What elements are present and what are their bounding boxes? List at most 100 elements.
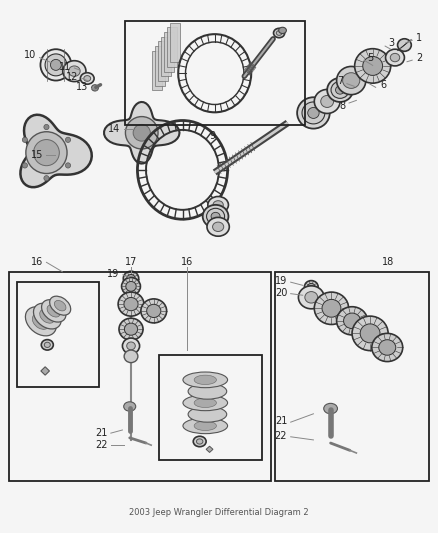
Ellipse shape	[127, 274, 135, 282]
Ellipse shape	[279, 27, 286, 34]
Ellipse shape	[183, 418, 228, 434]
Text: 19: 19	[275, 276, 287, 286]
Ellipse shape	[207, 217, 230, 236]
Polygon shape	[21, 115, 92, 187]
Ellipse shape	[50, 59, 61, 70]
Polygon shape	[152, 51, 162, 91]
Polygon shape	[41, 367, 49, 375]
Ellipse shape	[385, 49, 404, 66]
Ellipse shape	[398, 39, 411, 51]
Ellipse shape	[65, 137, 71, 142]
Text: 6: 6	[380, 80, 386, 90]
Ellipse shape	[54, 301, 66, 311]
Ellipse shape	[276, 31, 282, 35]
Polygon shape	[158, 42, 168, 81]
Ellipse shape	[207, 208, 225, 224]
Text: 21: 21	[95, 428, 107, 438]
Ellipse shape	[32, 313, 49, 329]
Text: 12: 12	[66, 72, 79, 83]
Ellipse shape	[133, 124, 150, 141]
Ellipse shape	[194, 398, 216, 408]
Ellipse shape	[125, 117, 158, 149]
Ellipse shape	[327, 78, 353, 102]
Ellipse shape	[126, 281, 136, 291]
Ellipse shape	[322, 300, 341, 317]
Text: 2003 Jeep Wrangler Differential Diagram 2: 2003 Jeep Wrangler Differential Diagram …	[129, 508, 309, 517]
Text: 17: 17	[125, 257, 137, 268]
Ellipse shape	[141, 299, 166, 323]
Bar	[17, 282, 99, 386]
Ellipse shape	[331, 82, 349, 99]
Ellipse shape	[203, 205, 229, 228]
Ellipse shape	[119, 318, 143, 340]
Text: 22: 22	[275, 431, 287, 441]
Ellipse shape	[44, 175, 49, 181]
Ellipse shape	[188, 384, 227, 399]
Ellipse shape	[307, 284, 315, 290]
Ellipse shape	[69, 66, 80, 76]
Text: 16: 16	[181, 257, 193, 268]
Ellipse shape	[336, 86, 345, 94]
Ellipse shape	[124, 350, 138, 362]
Bar	[9, 272, 271, 481]
Ellipse shape	[197, 439, 203, 444]
Text: 9: 9	[209, 131, 215, 141]
Ellipse shape	[124, 323, 138, 335]
Ellipse shape	[40, 309, 55, 323]
Ellipse shape	[213, 201, 223, 209]
Text: 2: 2	[417, 53, 423, 62]
Ellipse shape	[305, 292, 318, 303]
Ellipse shape	[183, 372, 228, 387]
Text: 3: 3	[389, 38, 395, 48]
Ellipse shape	[84, 76, 91, 82]
Ellipse shape	[122, 278, 141, 295]
Ellipse shape	[26, 132, 67, 174]
Ellipse shape	[308, 108, 319, 118]
Text: 18: 18	[382, 257, 395, 268]
Ellipse shape	[212, 222, 224, 231]
Text: 10: 10	[24, 50, 36, 60]
Ellipse shape	[193, 436, 206, 447]
Text: 16: 16	[31, 257, 43, 268]
Ellipse shape	[363, 56, 382, 75]
Text: 15: 15	[31, 150, 43, 160]
Text: 8: 8	[339, 101, 346, 111]
Ellipse shape	[44, 342, 50, 348]
Ellipse shape	[211, 212, 220, 220]
Ellipse shape	[208, 197, 229, 213]
Ellipse shape	[49, 296, 71, 315]
Text: 13: 13	[76, 82, 88, 92]
Text: 20: 20	[275, 288, 287, 297]
Ellipse shape	[33, 303, 61, 329]
Ellipse shape	[324, 403, 337, 414]
Ellipse shape	[42, 300, 66, 322]
Ellipse shape	[372, 333, 403, 361]
Bar	[275, 272, 429, 481]
Ellipse shape	[188, 407, 227, 422]
Text: 21: 21	[275, 416, 287, 426]
Ellipse shape	[337, 306, 367, 335]
Ellipse shape	[25, 307, 57, 336]
Text: 7: 7	[337, 76, 343, 86]
Ellipse shape	[314, 90, 340, 114]
Polygon shape	[161, 37, 171, 76]
Polygon shape	[155, 46, 165, 86]
Ellipse shape	[124, 297, 138, 311]
Text: 19: 19	[107, 269, 120, 279]
Ellipse shape	[355, 49, 391, 83]
Ellipse shape	[63, 61, 86, 82]
Ellipse shape	[122, 338, 140, 354]
Ellipse shape	[123, 271, 139, 286]
Ellipse shape	[40, 49, 71, 80]
Ellipse shape	[22, 137, 28, 142]
Ellipse shape	[304, 280, 318, 293]
Ellipse shape	[147, 304, 161, 318]
Ellipse shape	[183, 395, 228, 410]
Ellipse shape	[343, 72, 360, 88]
Text: 5: 5	[367, 53, 373, 62]
Ellipse shape	[337, 67, 366, 95]
Ellipse shape	[390, 53, 400, 62]
Ellipse shape	[44, 124, 49, 130]
Ellipse shape	[379, 340, 396, 355]
Polygon shape	[166, 27, 177, 67]
